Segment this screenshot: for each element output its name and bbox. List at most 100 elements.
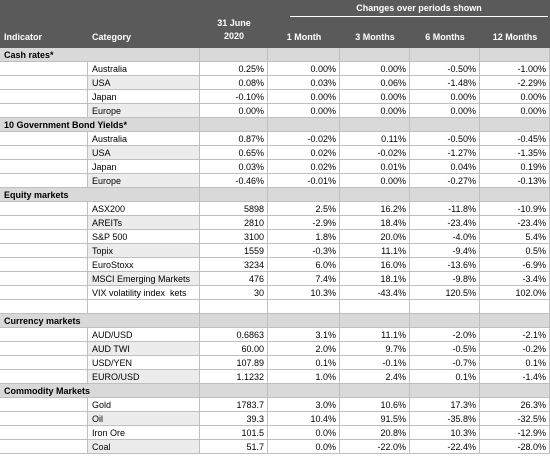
change-cell: -1.35% — [480, 146, 550, 160]
category-cell: Japan — [88, 160, 200, 174]
change-cell: 0.00% — [268, 62, 340, 76]
change-cell: -28.0% — [480, 440, 550, 454]
date-header: 2020 — [223, 31, 245, 41]
category-cell: Europe — [88, 104, 200, 118]
change-cell: -3.4% — [480, 272, 550, 286]
indicator-cell — [0, 426, 88, 440]
category-cell: USA — [88, 76, 200, 90]
category-cell: AUD TWI — [88, 342, 200, 356]
change-cell: 11.1% — [340, 328, 410, 342]
indicator-cell — [0, 230, 88, 244]
change-cell: 1.0% — [268, 370, 340, 384]
change-cell: 0.06% — [340, 76, 410, 90]
category-cell: S&P 500 — [88, 230, 200, 244]
change-cell: 7.4% — [268, 272, 340, 286]
level-cell: 30 — [200, 286, 268, 300]
category-cell: Europe — [88, 174, 200, 188]
change-cell: 0.00% — [480, 90, 550, 104]
change-cell: 20.0% — [340, 230, 410, 244]
level-cell: 107.89 — [200, 356, 268, 370]
level-cell: 5898 — [200, 202, 268, 216]
level-cell: 0.6863 — [200, 328, 268, 342]
change-cell: 0.00% — [340, 104, 410, 118]
change-cell: 0.5% — [480, 244, 550, 258]
level-cell: 39.3 — [200, 412, 268, 426]
date-header: 31 June — [217, 18, 251, 28]
change-cell: 6.0% — [268, 258, 340, 272]
section-title: Commodity Markets — [0, 384, 200, 398]
section-title: Currency markets — [0, 314, 200, 328]
period-header: 1 Month — [286, 32, 322, 42]
spacer-cell — [0, 300, 88, 314]
section-cell — [410, 48, 480, 62]
indicator-header: Indicator — [4, 32, 43, 42]
change-cell: 16.2% — [340, 202, 410, 216]
indicator-cell — [0, 328, 88, 342]
spacer-cell — [268, 300, 340, 314]
change-cell: 0.00% — [268, 104, 340, 118]
category-cell: USA — [88, 146, 200, 160]
change-cell: -2.0% — [410, 328, 480, 342]
category-cell: MSCI Emerging Markets — [88, 272, 200, 286]
category-cell: Gold — [88, 398, 200, 412]
change-cell: 0.1% — [410, 370, 480, 384]
change-cell: -13.6% — [410, 258, 480, 272]
indicator-cell — [0, 342, 88, 356]
indicator-cell — [0, 440, 88, 454]
indicator-cell — [0, 160, 88, 174]
section-cell — [340, 314, 410, 328]
indicator-cell — [0, 412, 88, 426]
category-cell: Coal — [88, 440, 200, 454]
section-cell — [480, 314, 550, 328]
section-title: Cash rates* — [0, 48, 200, 62]
change-cell: -22.4% — [410, 440, 480, 454]
section-cell — [340, 384, 410, 398]
change-cell: 11.1% — [340, 244, 410, 258]
category-cell: AREITs — [88, 216, 200, 230]
indicator-cell — [0, 90, 88, 104]
change-cell: 10.6% — [340, 398, 410, 412]
category-cell: Iron Ore — [88, 426, 200, 440]
indicator-cell — [0, 132, 88, 146]
change-cell: 0.0% — [268, 426, 340, 440]
section-cell — [480, 118, 550, 132]
section-cell — [410, 118, 480, 132]
change-cell: -23.4% — [410, 216, 480, 230]
category-cell: Topix — [88, 244, 200, 258]
change-cell: -9.8% — [410, 272, 480, 286]
level-cell: 2810 — [200, 216, 268, 230]
change-cell: 0.11% — [340, 132, 410, 146]
level-cell: -0.46% — [200, 174, 268, 188]
change-cell: -10.9% — [480, 202, 550, 216]
level-cell: 1559 — [200, 244, 268, 258]
level-cell: 3234 — [200, 258, 268, 272]
category-cell: EURO/USD — [88, 370, 200, 384]
section-cell — [340, 48, 410, 62]
level-cell: -0.10% — [200, 90, 268, 104]
level-cell: 0.87% — [200, 132, 268, 146]
change-cell: -0.13% — [480, 174, 550, 188]
change-cell: -0.50% — [410, 132, 480, 146]
level-cell: 0.08% — [200, 76, 268, 90]
change-cell: 17.3% — [410, 398, 480, 412]
change-cell: -2.29% — [480, 76, 550, 90]
change-cell: -12.9% — [480, 426, 550, 440]
change-cell: -35.8% — [410, 412, 480, 426]
indicator-cell — [0, 258, 88, 272]
indicator-cell — [0, 244, 88, 258]
change-cell: -1.48% — [410, 76, 480, 90]
change-cell: -0.50% — [410, 62, 480, 76]
change-cell: 0.1% — [268, 356, 340, 370]
change-cell: -43.4% — [340, 286, 410, 300]
level-cell: 0.00% — [200, 104, 268, 118]
change-cell: 91.5% — [340, 412, 410, 426]
level-cell: 1.1232 — [200, 370, 268, 384]
change-cell: -0.45% — [480, 132, 550, 146]
section-cell — [268, 384, 340, 398]
change-cell: 16.0% — [340, 258, 410, 272]
change-cell: 0.00% — [480, 104, 550, 118]
period-header: 6 Months — [425, 32, 465, 42]
change-cell: 0.00% — [340, 174, 410, 188]
indicator-cell — [0, 174, 88, 188]
